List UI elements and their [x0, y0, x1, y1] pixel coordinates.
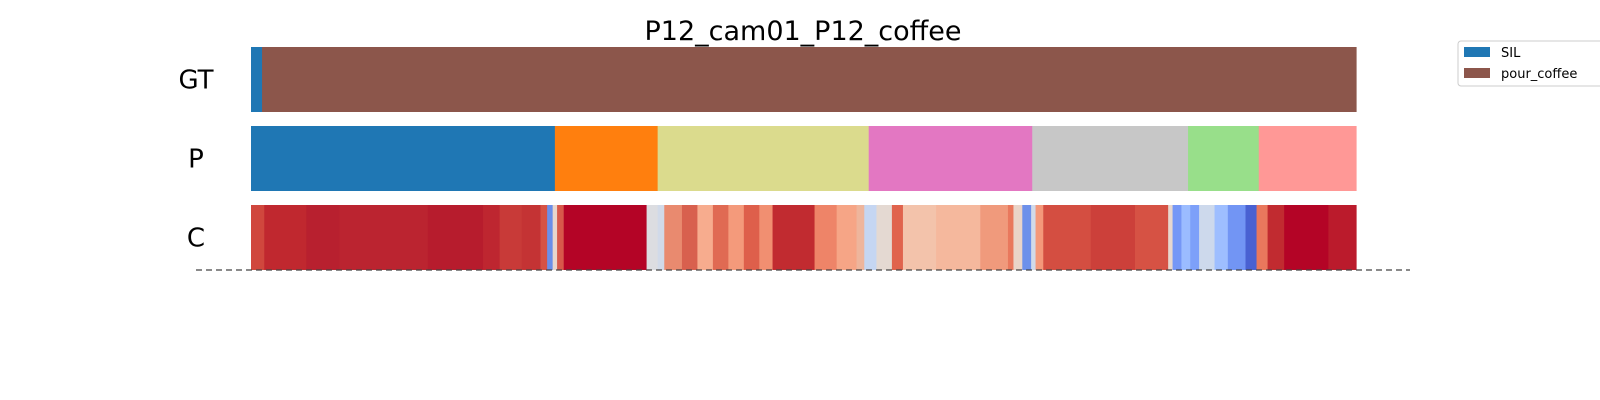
segment-c-16	[681, 205, 699, 270]
segment-c-46	[1227, 205, 1247, 270]
legend-frame	[1457, 40, 1600, 87]
legend-swatch	[1464, 47, 1490, 57]
row-c: C	[187, 205, 1357, 270]
segment-c-38	[1090, 205, 1136, 270]
segment-c-3	[339, 205, 429, 270]
segment-p-5	[1188, 126, 1260, 191]
legend: SIL pour_coffee	[1457, 40, 1600, 87]
segment-c-5	[483, 205, 501, 270]
legend-label: pour_coffee	[1501, 67, 1577, 82]
segment-c-44	[1199, 205, 1216, 270]
segment-c-28	[891, 205, 904, 270]
segment-c-19	[728, 205, 745, 270]
segment-c-41	[1172, 205, 1183, 270]
segment-c-39	[1135, 205, 1169, 270]
row-label: C	[187, 224, 205, 254]
segment-c-33	[1013, 205, 1023, 270]
segment-rows: GT P C	[178, 47, 1357, 270]
segment-c-26	[864, 205, 878, 270]
segment-p-6	[1258, 126, 1357, 191]
segment-c-40	[1168, 205, 1174, 270]
segment-c-36	[1035, 205, 1044, 270]
segment-c-48	[1256, 205, 1269, 270]
segment-c-15	[664, 205, 683, 270]
row-gt: GT	[178, 47, 1357, 112]
segment-c-13	[646, 205, 659, 270]
segment-c-6	[499, 205, 523, 270]
segment-c-17	[697, 205, 714, 270]
segment-c-31	[980, 205, 1009, 270]
segment-c-30	[936, 205, 981, 270]
segment-c-32	[1007, 205, 1015, 270]
segment-c-7	[521, 205, 542, 270]
segment-c-20	[743, 205, 760, 270]
segment-c-29	[902, 205, 937, 270]
segment-c-27	[876, 205, 893, 270]
segment-c-37	[1043, 205, 1092, 270]
segment-c-24	[836, 205, 858, 270]
legend-swatch	[1464, 68, 1490, 78]
segment-p-0	[251, 126, 556, 191]
segment-c-4	[427, 205, 484, 270]
segment-c-10	[552, 205, 558, 270]
segment-c-14	[657, 205, 665, 270]
segment-c-11	[557, 205, 565, 270]
segment-c-1	[264, 205, 307, 270]
segment-c-47	[1245, 205, 1258, 270]
segment-p-4	[1032, 126, 1189, 191]
legend-label: SIL	[1501, 46, 1521, 61]
segment-c-35	[1031, 205, 1037, 270]
segment-c-21	[759, 205, 774, 270]
segment-c-45	[1214, 205, 1229, 270]
segment-c-50	[1284, 205, 1329, 270]
segment-c-2	[306, 205, 340, 270]
segment-p-1	[554, 126, 659, 191]
segment-gt-0	[251, 47, 263, 112]
legend-items: SIL pour_coffee	[1464, 46, 1577, 82]
segment-c-12	[563, 205, 648, 270]
segment-c-9	[547, 205, 554, 270]
row-label: GT	[178, 66, 213, 96]
segment-gt-1	[262, 47, 1357, 112]
chart-title: P12_cam01_P12_coffee	[644, 16, 961, 47]
segment-c-34	[1022, 205, 1032, 270]
segment-c-49	[1267, 205, 1285, 270]
segment-p-3	[868, 126, 1033, 191]
segment-p-2	[657, 126, 870, 191]
segment-c-25	[856, 205, 865, 270]
segment-c-51	[1328, 205, 1357, 270]
segment-c-18	[712, 205, 729, 270]
segment-c-0	[251, 205, 265, 270]
row-p: P	[188, 126, 1357, 191]
segment-c-8	[540, 205, 548, 270]
row-label: P	[188, 145, 204, 175]
segment-c-23	[814, 205, 838, 270]
segment-c-22	[772, 205, 816, 270]
segment-c-43	[1190, 205, 1200, 270]
segment-c-42	[1181, 205, 1191, 270]
